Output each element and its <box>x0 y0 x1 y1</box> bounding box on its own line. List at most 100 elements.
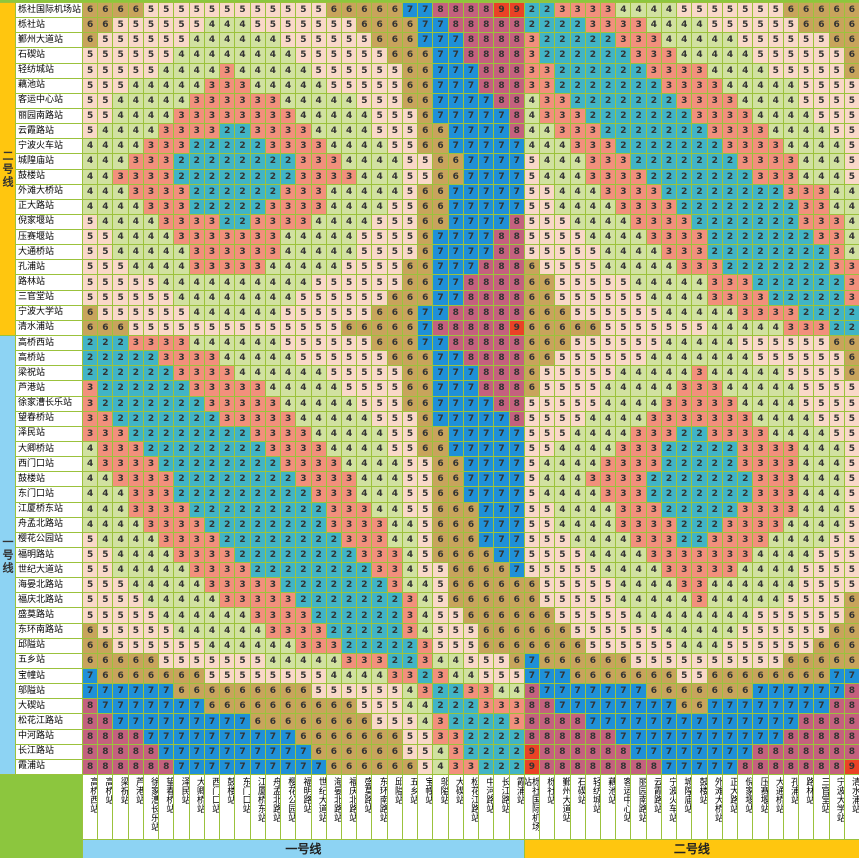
fare-cell: 6 <box>509 638 524 653</box>
fare-cell: 5 <box>524 214 540 230</box>
fare-cell: 3 <box>616 472 631 487</box>
fare-cell: 6 <box>418 381 433 396</box>
fare-cell: 4 <box>326 669 341 684</box>
fare-cell: 5 <box>402 487 418 502</box>
fare-cell: 3 <box>646 426 661 441</box>
fare-cell: 2 <box>113 381 128 396</box>
fare-cell: 7 <box>479 108 494 124</box>
fare-cell: 4 <box>159 108 174 124</box>
fare-cell: 2 <box>616 108 631 124</box>
fare-cell: 5 <box>631 351 646 366</box>
fare-cell: 3 <box>692 78 707 93</box>
fare-cell: 3 <box>692 411 707 426</box>
fare-cell: 4 <box>83 472 98 487</box>
fare-cell: 8 <box>601 759 616 774</box>
fare-cell: 6 <box>479 623 494 638</box>
fare-cell: 5 <box>128 290 143 305</box>
fare-cell: 7 <box>555 684 570 699</box>
fare-cell: 3 <box>296 623 311 638</box>
fare-cell: 3 <box>281 108 296 124</box>
fare-cell: 2 <box>250 532 265 547</box>
fare-cell: 4 <box>235 48 250 63</box>
fare-cell: 3 <box>677 547 692 563</box>
row-label-station: 西门口站 <box>16 457 82 472</box>
fare-cell: 2 <box>677 154 692 169</box>
fare-cell: 3 <box>707 547 722 563</box>
fare-cell: 6 <box>494 593 509 608</box>
fare-cell: 6 <box>844 653 859 669</box>
fare-cell: 3 <box>204 381 220 396</box>
fare-cell: 3 <box>814 230 829 245</box>
fare-cell: 4 <box>326 93 341 108</box>
fare-cell: 2 <box>753 199 768 214</box>
fare-cell: 5 <box>372 351 387 366</box>
col-label-station: 五乡站 <box>402 774 418 839</box>
fare-cell: 4 <box>616 593 631 608</box>
fare-cell: 2 <box>661 487 677 502</box>
fare-cell: 3 <box>143 457 159 472</box>
fare-cell: 3 <box>281 608 296 623</box>
fare-cell: 4 <box>738 563 753 578</box>
fare-cell: 3 <box>159 199 174 214</box>
fare-cell: 4 <box>601 245 616 260</box>
fare-cell: 5 <box>829 48 844 63</box>
fare-cell: 6 <box>829 18 844 33</box>
fare-cell: 7 <box>463 366 479 381</box>
col-label-station: 大卿桥站 <box>189 774 204 839</box>
fare-cell: 7 <box>646 699 661 714</box>
fare-cell: 6 <box>448 502 463 517</box>
fare-cell: 8 <box>509 411 524 426</box>
fare-cell: 7 <box>174 744 189 759</box>
fare-cell: 3 <box>418 653 433 669</box>
fare-cell: 2 <box>174 457 189 472</box>
fare-cell: 2 <box>250 199 265 214</box>
fare-cell: 5 <box>829 426 844 441</box>
fare-cell: 3 <box>738 154 753 169</box>
fare-cell: 4 <box>113 502 128 517</box>
fare-cell: 5 <box>113 33 128 48</box>
fare-cell: 8 <box>540 699 555 714</box>
fare-cell: 2 <box>692 487 707 502</box>
fare-cell: 5 <box>601 290 616 305</box>
fare-cell: 5 <box>540 441 555 457</box>
fare-cell: 4 <box>814 517 829 532</box>
fare-cell: 5 <box>540 199 555 214</box>
fare-cell: 2 <box>220 214 235 230</box>
fare-cell: 3 <box>372 517 387 532</box>
fare-cell: 3 <box>220 593 235 608</box>
fare-cell: 4 <box>311 108 326 124</box>
fare-cell: 4 <box>113 532 128 547</box>
fare-cell: 5 <box>128 33 143 48</box>
fare-cell: 4 <box>738 593 753 608</box>
fare-cell: 2 <box>281 532 296 547</box>
fare-cell: 7 <box>783 699 799 714</box>
fare-cell: 3 <box>631 33 646 48</box>
fare-cell: 2 <box>296 563 311 578</box>
fare-cell: 4 <box>143 563 159 578</box>
fare-cell: 4 <box>661 290 677 305</box>
fare-cell: 5 <box>418 154 433 169</box>
fare-cell: 3 <box>799 214 814 230</box>
fare-cell: 4 <box>661 351 677 366</box>
fare-cell: 5 <box>646 638 661 653</box>
fare-cell: 2 <box>220 124 235 139</box>
fare-cell: 3 <box>524 63 540 78</box>
fare-cell: 3 <box>631 517 646 532</box>
fare-cell: 5 <box>387 684 402 699</box>
fare-cell: 4 <box>372 426 387 441</box>
fare-cell: 3 <box>265 396 281 411</box>
fare-cell: 5 <box>113 18 128 33</box>
fare-cell: 3 <box>281 426 296 441</box>
fare-cell: 4 <box>296 653 311 669</box>
fare-cell: 8 <box>479 290 494 305</box>
fare-cell: 4 <box>342 154 357 169</box>
fare-cell: 7 <box>631 744 646 759</box>
fare-cell: 5 <box>540 593 555 608</box>
fare-cell: 6 <box>402 18 418 33</box>
fare-cell: 7 <box>661 759 677 774</box>
fare-cell: 3 <box>646 230 661 245</box>
fare-cell: 4 <box>250 290 265 305</box>
fare-cell: 4 <box>601 230 616 245</box>
fare-cell: 6 <box>402 305 418 320</box>
fare-cell: 4 <box>540 124 555 139</box>
